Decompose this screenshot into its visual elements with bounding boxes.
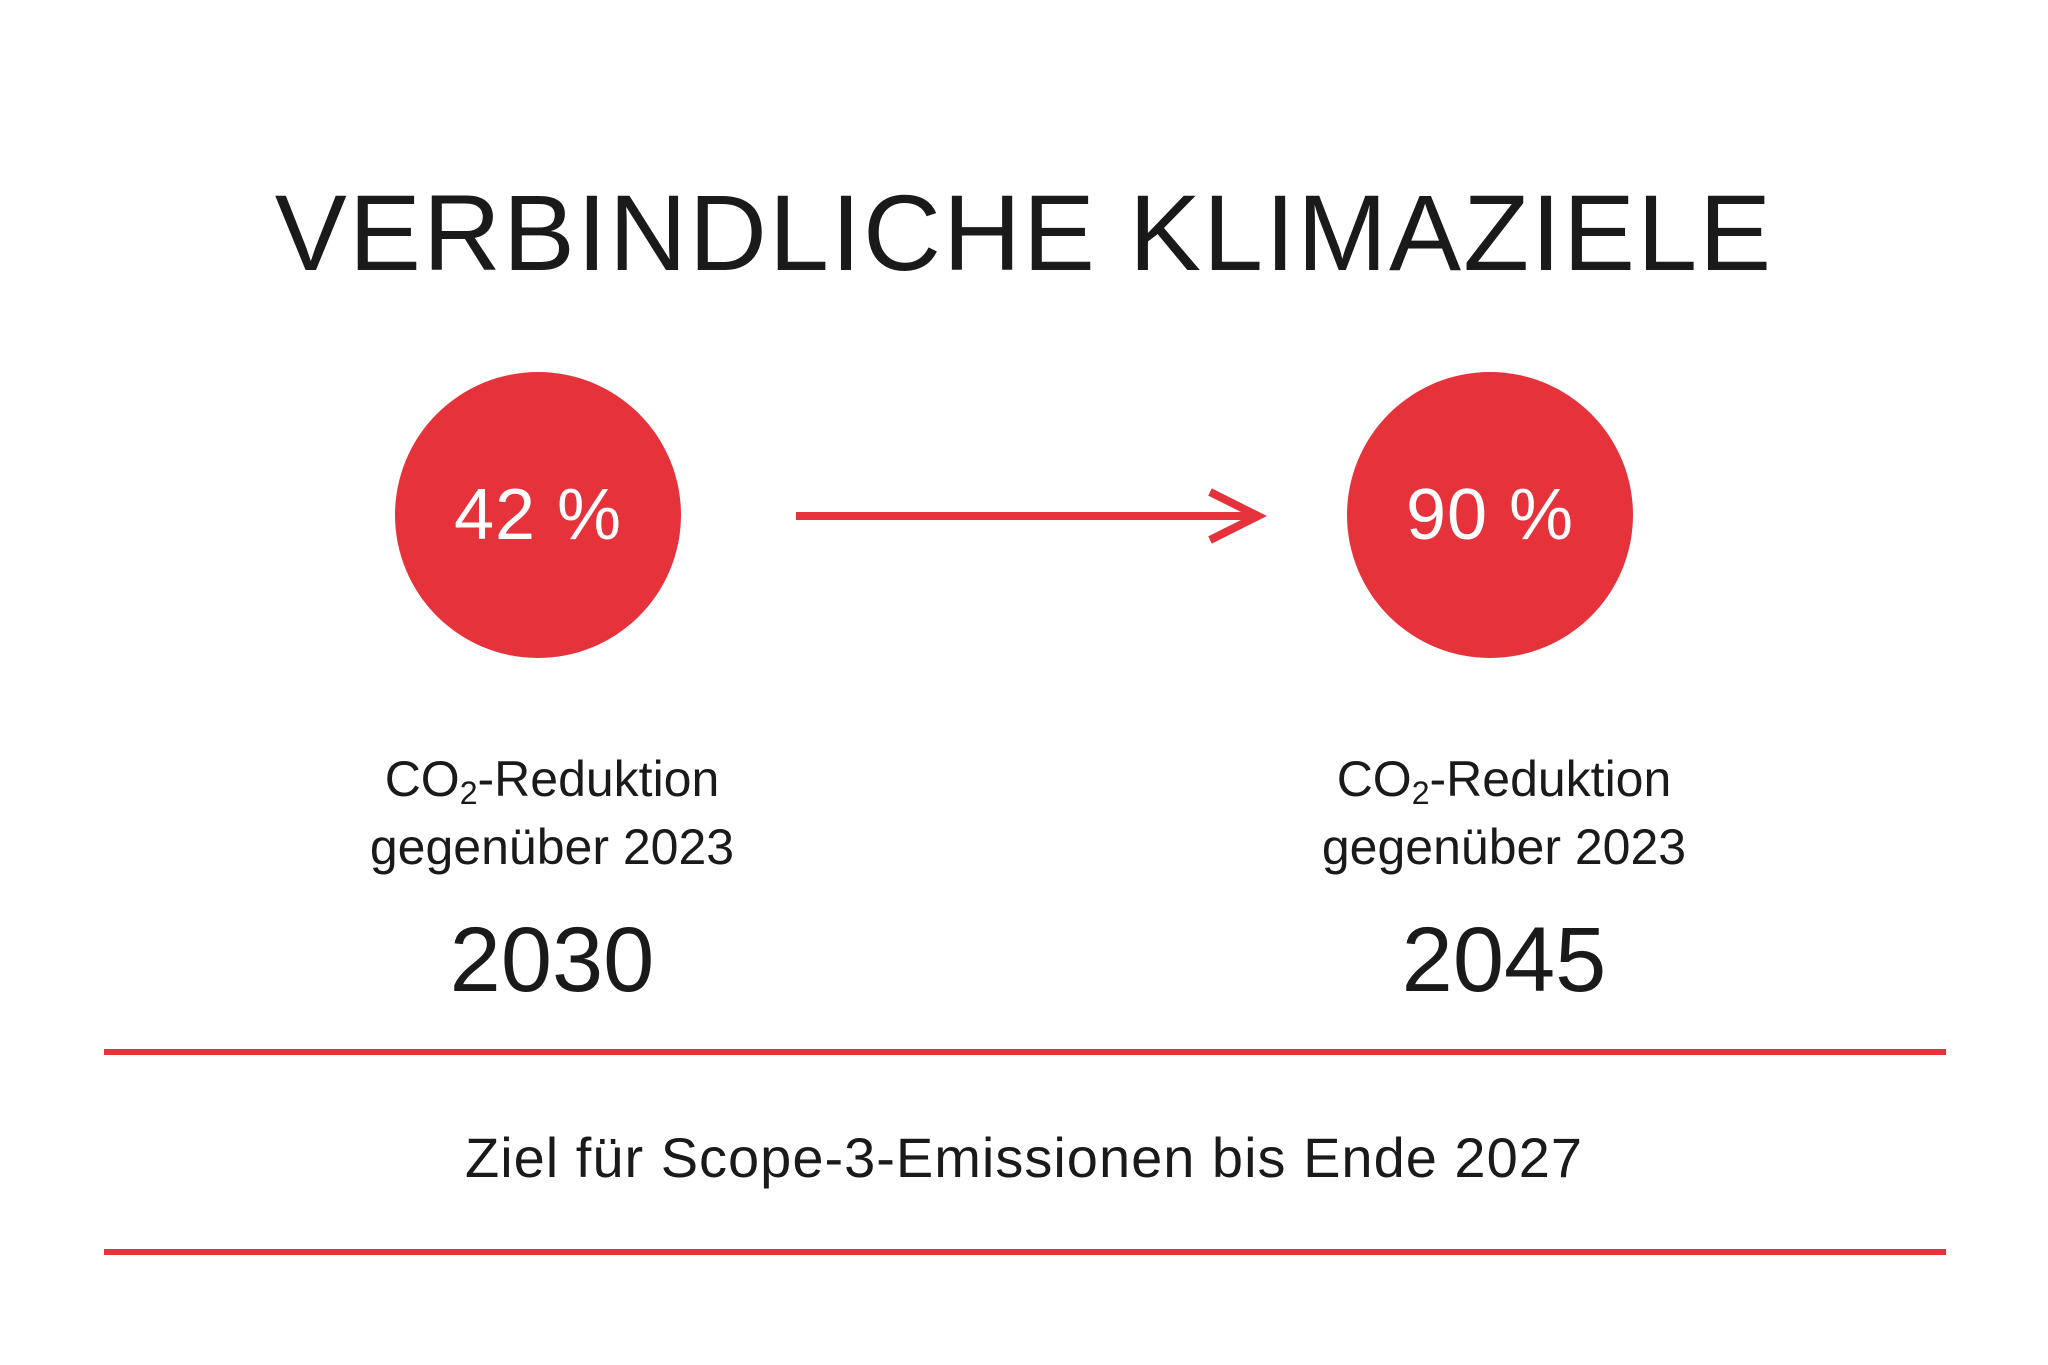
- desc-suffix: -Reduktion: [1429, 751, 1672, 807]
- divider-top: [104, 1049, 1946, 1055]
- page-title: VERBINDLICHE KLIMAZIELE: [274, 172, 1774, 293]
- target-description: CO2-Reduktion gegenüber 2023: [1244, 745, 1764, 881]
- percentage-circle: 42 %: [395, 372, 681, 658]
- target-year: 2030: [449, 909, 655, 1011]
- desc-prefix: CO: [384, 751, 460, 807]
- scope3-goal-text: Ziel für Scope-3-Emissionen bis Ende 202…: [464, 1126, 1583, 1189]
- desc-prefix: CO: [1336, 751, 1412, 807]
- divider-bottom: [104, 1249, 1946, 1255]
- target-description: CO2-Reduktion gegenüber 2023: [292, 745, 812, 881]
- percentage-value: 90 %: [1405, 475, 1575, 555]
- percentage-circle: 90 %: [1347, 372, 1633, 658]
- percentage-value: 42 %: [453, 475, 623, 555]
- desc-subscript: 2: [1411, 775, 1430, 811]
- desc-suffix: -Reduktion: [477, 751, 720, 807]
- description-line-1: CO2-Reduktion: [1244, 745, 1764, 813]
- description-line-2: gegenüber 2023: [1321, 819, 1687, 875]
- description-line-1: CO2-Reduktion: [292, 745, 812, 813]
- target-year: 2045: [1401, 909, 1607, 1011]
- description-line-2: gegenüber 2023: [369, 819, 735, 875]
- desc-subscript: 2: [459, 775, 478, 811]
- arrow-right-icon: [796, 488, 1267, 544]
